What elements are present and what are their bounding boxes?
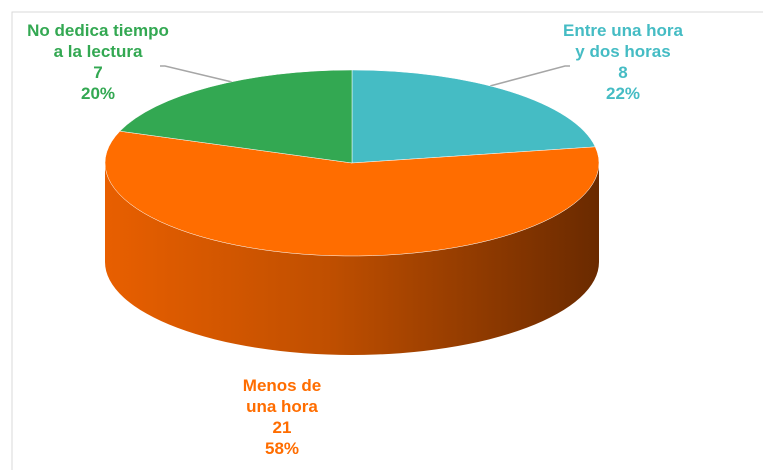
slice	[119, 69, 353, 164]
data-label: Entre una hora y dos horas 8 22%	[558, 20, 688, 104]
value-label: 8	[618, 63, 628, 82]
percentage-label: 20%	[80, 84, 116, 103]
data-label: Menos de una hora 21 58%	[226, 375, 338, 459]
category-label: Menos de una hora	[242, 376, 322, 416]
slice	[104, 130, 600, 257]
category-label: Entre una hora y dos horas	[563, 21, 683, 61]
slice	[351, 69, 596, 164]
category-label: No dedica tiempo a la lectura	[27, 21, 169, 61]
percentage-label: 58%	[264, 439, 300, 458]
leader-line	[489, 65, 570, 87]
value-label: 7	[93, 63, 103, 82]
value-label: 21	[272, 418, 292, 437]
percentage-label: 22%	[605, 84, 641, 103]
leader-line	[160, 65, 233, 83]
data-label: No dedica tiempo a la lectura 7 20%	[22, 20, 174, 104]
slice-side	[105, 163, 599, 355]
frame	[11, 11, 763, 470]
